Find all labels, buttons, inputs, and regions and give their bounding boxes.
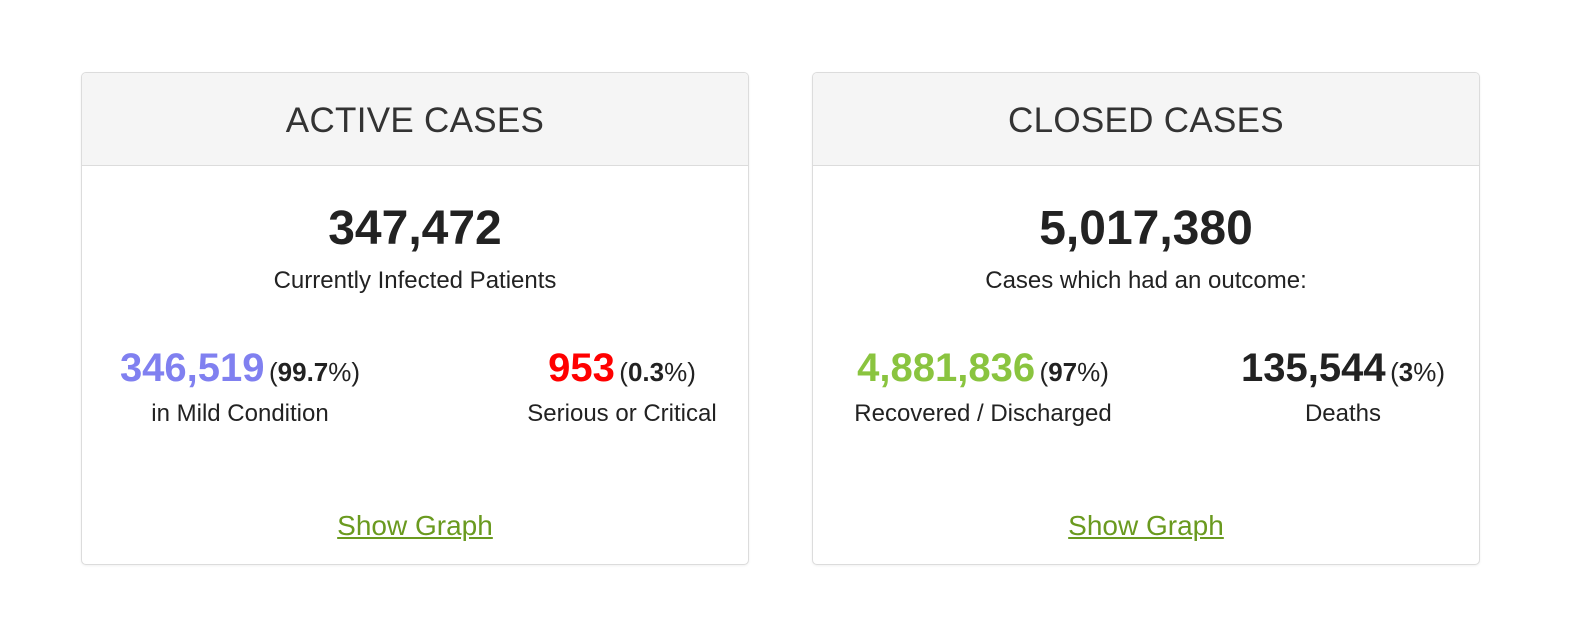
critical-condition-label: Serious or Critical: [527, 400, 717, 427]
active-cases-title: ACTIVE CASES: [285, 101, 545, 140]
deaths-stat: 135,544 (3%) Deaths: [1223, 345, 1463, 428]
recovered-value: 4,881,836: [857, 346, 1036, 390]
closed-cases-title: CLOSED CASES: [1008, 101, 1284, 140]
closed-show-graph-container: Show Graph: [813, 510, 1479, 542]
critical-condition-value: 953: [548, 346, 615, 390]
critical-condition-stat: 953 (0.3%) Serious or Critical: [502, 345, 742, 428]
active-show-graph-link[interactable]: Show Graph: [337, 510, 493, 541]
closed-cases-panel: CLOSED CASES 5,017,380 Cases which had a…: [812, 72, 1480, 565]
closed-cases-header: CLOSED CASES: [813, 73, 1479, 166]
active-cases-header: ACTIVE CASES: [82, 73, 748, 166]
closed-cases-total: 5,017,380: [1039, 202, 1253, 255]
mild-condition-value: 346,519: [119, 346, 265, 390]
active-show-graph-container: Show Graph: [82, 510, 748, 542]
mild-condition-label: in Mild Condition: [151, 400, 329, 427]
recovered-percent: (97%): [1039, 357, 1109, 387]
mild-condition-percent: (99.7%): [268, 357, 361, 387]
mild-condition-stat: 346,519 (99.7%) in Mild Condition: [102, 345, 378, 428]
deaths-percent: (3%): [1390, 357, 1445, 387]
critical-condition-percent: (0.3%): [619, 357, 696, 387]
recovered-label: Recovered / Discharged: [854, 400, 1112, 427]
closed-cases-caption: Cases which had an outcome:: [985, 267, 1307, 294]
active-cases-panel: ACTIVE CASES 347,472 Currently Infected …: [81, 72, 749, 565]
active-cases-total: 347,472: [328, 202, 502, 255]
recovered-stat: 4,881,836 (97%) Recovered / Discharged: [833, 345, 1133, 428]
active-cases-caption: Currently Infected Patients: [273, 267, 557, 294]
deaths-value: 135,544: [1241, 346, 1386, 390]
closed-show-graph-link[interactable]: Show Graph: [1068, 510, 1224, 541]
deaths-label: Deaths: [1304, 400, 1382, 427]
